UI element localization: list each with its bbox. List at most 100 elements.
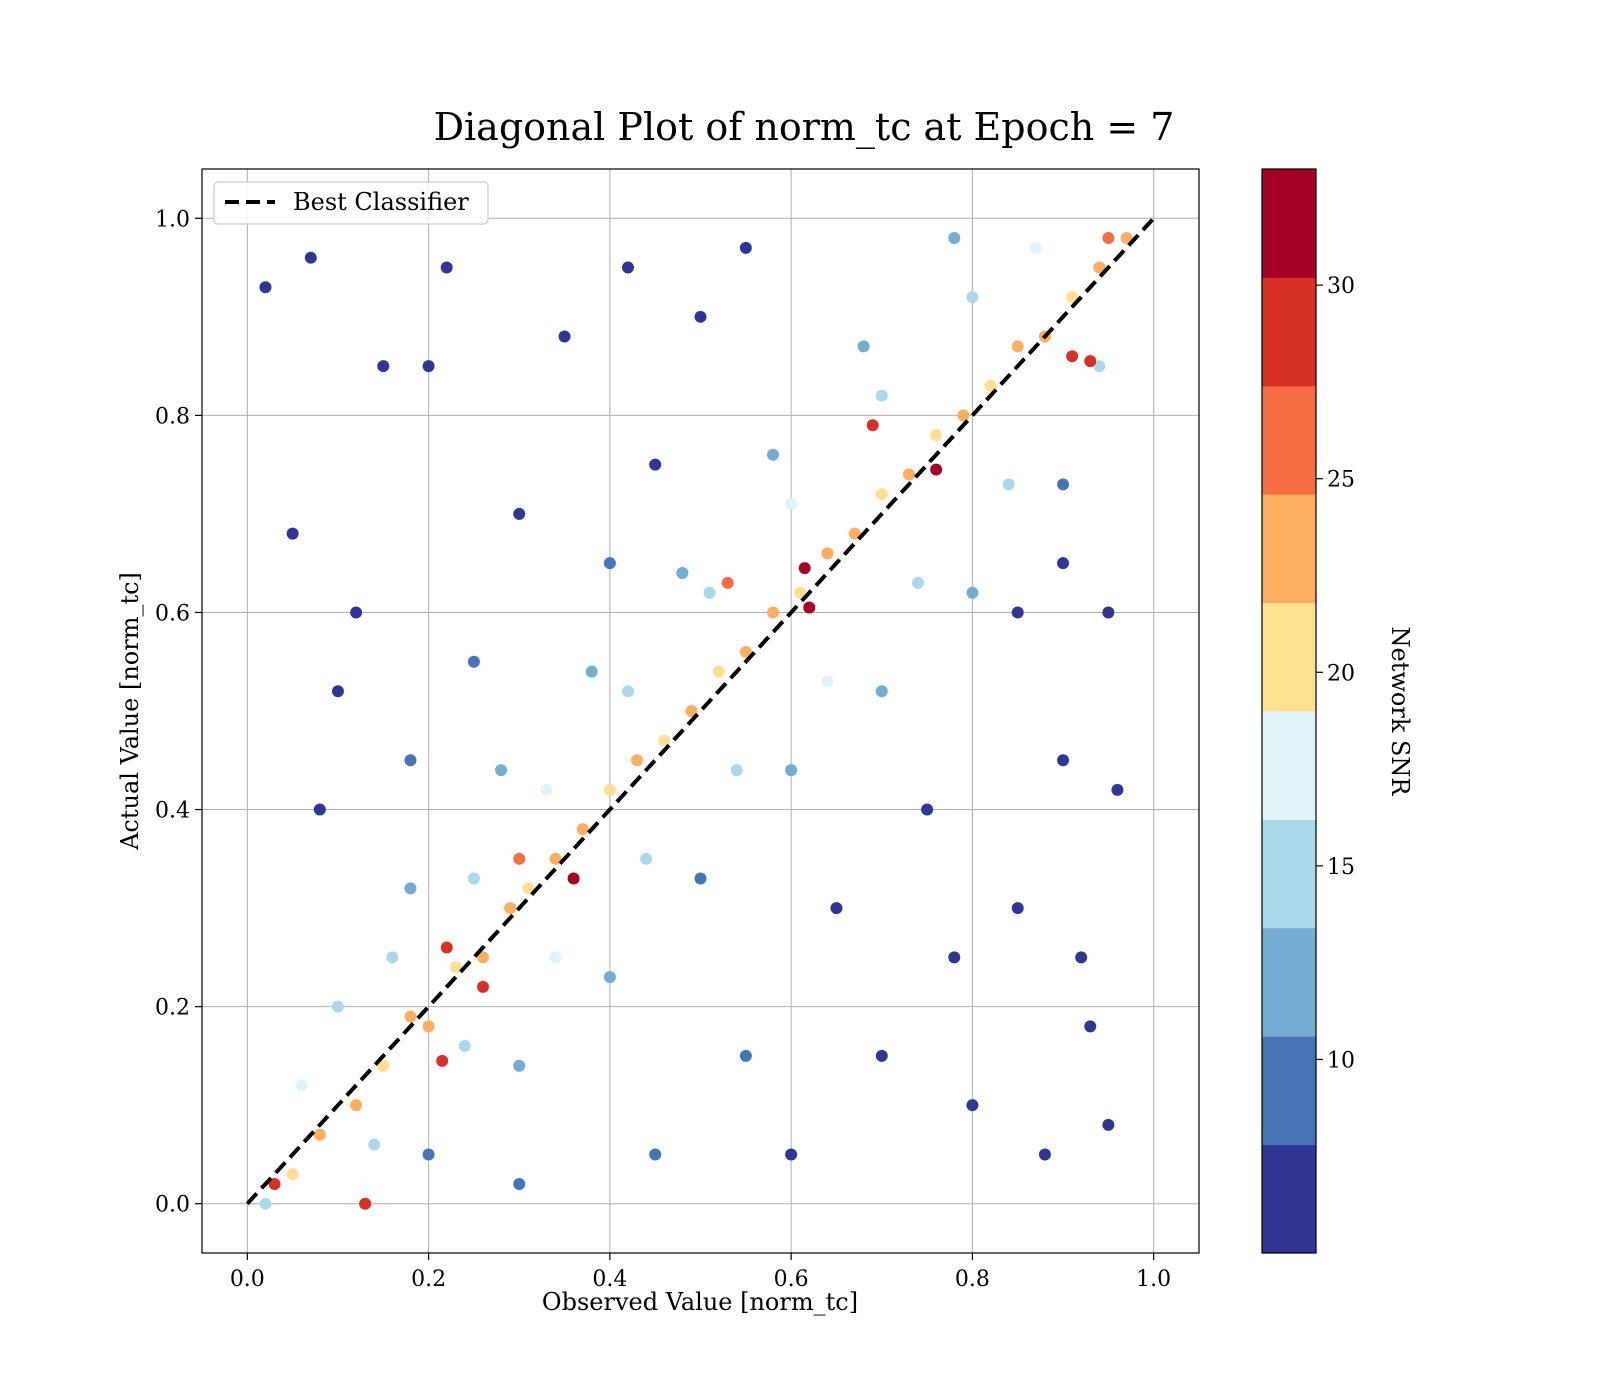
scatter-point-34: [359, 1197, 372, 1210]
scatter-point-103: [921, 803, 934, 816]
scatter-point-50: [386, 951, 399, 964]
scatter-point-19: [767, 606, 780, 619]
colorbar-bin-1: [1262, 1036, 1316, 1146]
scatter-point-109: [259, 281, 272, 294]
scatter-point-92: [739, 241, 752, 254]
colorbar-bin-8: [1262, 277, 1316, 387]
scatter-point-66: [1002, 478, 1015, 491]
scatter-point-9: [504, 902, 517, 915]
colorbar-tick-label-4: 30: [1327, 274, 1355, 299]
scatter-point-44: [1102, 231, 1115, 244]
colorbar-tick-label-1: 15: [1327, 855, 1355, 880]
scatter-point-114: [1102, 1118, 1115, 1131]
scatter-point-100: [1057, 754, 1070, 767]
scatter-point-88: [558, 330, 571, 343]
colorbar-bin-9: [1262, 169, 1316, 278]
y-axis-label: Actual Value [norm_tc]: [116, 572, 144, 851]
scatter-point-8: [476, 951, 489, 964]
scatter-point-24: [902, 468, 915, 481]
scatter-point-64: [821, 675, 834, 688]
scatter-point-14: [631, 754, 644, 767]
scatter-point-83: [313, 803, 326, 816]
scatter-point-12: [576, 823, 589, 836]
scatter-point-105: [1038, 1148, 1051, 1161]
plot-frame: [201, 168, 1200, 1254]
legend: Best Classifier: [213, 181, 489, 225]
scatter-point-69: [495, 764, 508, 777]
colorbar-bin-0: [1262, 1144, 1316, 1254]
scatter-points: [259, 231, 1133, 1210]
scatter-point-90: [649, 458, 662, 471]
scatter-point-46: [436, 1054, 449, 1067]
scatter-point-65: [912, 576, 925, 589]
scatter-point-63: [730, 764, 743, 777]
colorbar-bin-2: [1262, 927, 1316, 1037]
scatter-point-30: [1066, 291, 1079, 304]
y-tick-label-5: 1.0: [155, 207, 190, 232]
scatter-point-77: [603, 971, 616, 984]
scatter-point-36: [567, 872, 580, 885]
scatter-point-113: [422, 360, 435, 373]
scatter-point-116: [1057, 557, 1070, 570]
scatter-point-51: [467, 872, 480, 885]
plot-area: 0.0 0.2 0.4 0.6 0.8 1.0 0.0 0.2 0.4 0.6 0.8 1.0: [155, 168, 1200, 1292]
scatter-point-119: [513, 1178, 526, 1191]
colorbar-frame: [1261, 168, 1317, 1254]
scatter-point-26: [957, 409, 970, 422]
legend-entry-best-classifier: Best Classifier: [293, 188, 469, 216]
colorbar-tick-label-0: 10: [1327, 1048, 1355, 1073]
scatter-point-95: [404, 754, 417, 767]
x-tick-label-0: 0.0: [230, 1267, 265, 1292]
colorbar-bin-3: [1262, 819, 1316, 929]
scatter-point-37: [721, 576, 734, 589]
scatter-point-31: [1093, 261, 1106, 274]
scatter-point-108: [649, 1148, 662, 1161]
scatter-point-13: [603, 783, 616, 796]
scatter-point-67: [1093, 360, 1106, 373]
x-axis-ticks: 0.0 0.2 0.4 0.6 0.8 1.0: [230, 1253, 1171, 1292]
scatter-point-86: [440, 261, 453, 274]
scatter-point-97: [875, 1049, 888, 1062]
scatter-point-112: [331, 685, 344, 698]
scatter-point-20: [794, 586, 807, 599]
scatter-point-79: [785, 764, 798, 777]
scatter-point-115: [1084, 1020, 1097, 1033]
scatter-point-111: [304, 251, 317, 264]
scatter-point-93: [603, 557, 616, 570]
scatter-point-94: [467, 655, 480, 668]
scatter-point-23: [875, 488, 888, 501]
legend-box: [213, 181, 489, 225]
colorbar-bin-5: [1262, 602, 1316, 712]
scatter-point-54: [703, 586, 716, 599]
scatter-point-55: [785, 498, 798, 511]
scatter-point-35: [440, 941, 453, 954]
x-tick-label-4: 0.8: [955, 1267, 990, 1292]
scatter-point-76: [513, 1059, 526, 1072]
scatter-point-60: [458, 1040, 471, 1053]
scatter-point-6: [422, 1020, 435, 1033]
x-axis-label: Observed Value [norm_tc]: [542, 1288, 858, 1316]
scatter-point-89: [621, 261, 634, 274]
scatter-point-40: [866, 419, 879, 432]
scatter-point-15: [658, 734, 671, 747]
scatter-point-73: [857, 340, 870, 353]
scatter-point-81: [966, 586, 979, 599]
scatter-point-52: [540, 783, 553, 796]
colorbar-tick-label-2: 20: [1327, 661, 1355, 686]
scatter-point-5: [404, 1010, 417, 1023]
scatter-point-27: [984, 379, 997, 392]
scatter-point-43: [1084, 355, 1097, 368]
scatter-point-0: [259, 1197, 272, 1210]
scatter-point-96: [785, 1148, 798, 1161]
scatter-point-99: [1011, 902, 1024, 915]
scatter-point-48: [331, 1000, 344, 1013]
scatter-point-101: [1102, 606, 1115, 619]
scatter-point-118: [948, 951, 961, 964]
scatter-point-39: [803, 601, 816, 614]
scatter-point-53: [621, 685, 634, 698]
scatter-point-104: [739, 1049, 752, 1062]
scatter-point-110: [286, 527, 299, 540]
scatter-point-62: [640, 852, 653, 865]
scatter-point-87: [513, 507, 526, 520]
scatter-point-11: [549, 852, 562, 865]
